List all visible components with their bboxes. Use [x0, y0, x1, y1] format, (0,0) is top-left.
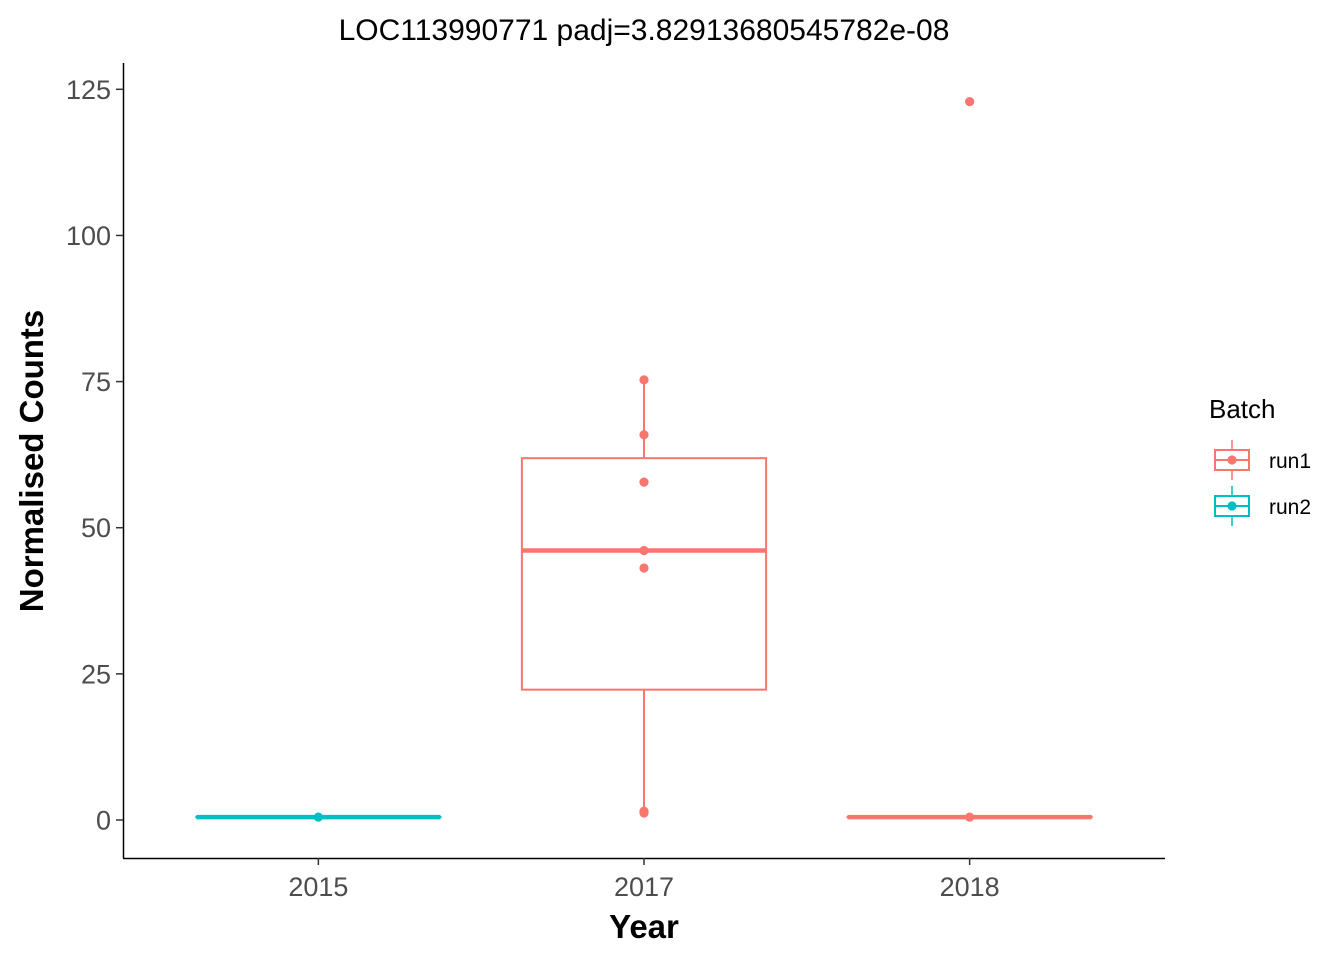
x-tick-label: 2018 [940, 872, 1000, 902]
y-tick-label: 75 [81, 367, 111, 397]
data-point [639, 563, 649, 573]
y-tick-label: 100 [66, 221, 111, 251]
y-axis-ticks: 0 25 50 75 100 125 [66, 75, 123, 836]
legend-key-point [1227, 455, 1237, 465]
legend: Batch run1 run2 [1209, 394, 1311, 526]
x-tick-label: 2015 [288, 872, 348, 902]
data-point [639, 430, 649, 440]
legend-label: run1 [1269, 450, 1311, 473]
y-tick-label: 125 [66, 75, 111, 105]
data-point [965, 96, 975, 107]
box-2017 [520, 379, 768, 812]
data-point [639, 477, 649, 487]
data-point [313, 812, 323, 822]
x-axis-title: Year [609, 908, 679, 945]
box-rect [520, 457, 768, 691]
legend-key-run1: run1 [1214, 440, 1311, 480]
chart-title: LOC113990771 padj=3.82913680545782e-08 [339, 14, 950, 47]
y-tick-label: 50 [81, 513, 111, 543]
y-tick-label: 25 [81, 659, 111, 689]
x-axis-ticks: 2015 2017 2018 [288, 858, 1000, 902]
data-point [639, 808, 649, 818]
legend-key-point [1227, 501, 1237, 511]
data-point [639, 545, 649, 556]
y-tick-label: 0 [96, 806, 111, 836]
legend-key-run2: run2 [1214, 486, 1311, 526]
data-point [965, 812, 975, 822]
legend-label: run2 [1269, 496, 1311, 519]
y-axis-title: Normalised Counts [13, 310, 50, 613]
legend-keys: run1 run2 [1214, 440, 1311, 526]
legend-title: Batch [1209, 394, 1276, 424]
data-point [639, 375, 649, 385]
x-tick-label: 2017 [614, 872, 674, 902]
plot-area [195, 96, 1093, 822]
